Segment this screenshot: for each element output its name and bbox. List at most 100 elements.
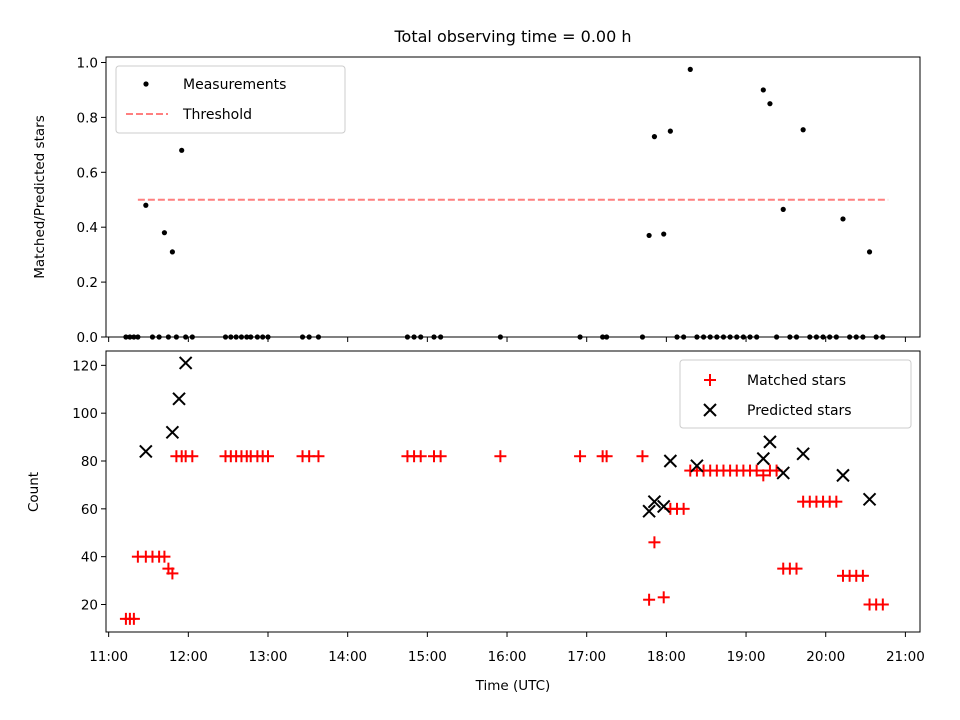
predicted-star-point bbox=[836, 468, 850, 483]
measurement-point bbox=[646, 232, 652, 239]
matched-star-point bbox=[636, 450, 649, 463]
predicted-star-stroke-b bbox=[663, 454, 678, 468]
matched-star-point bbox=[648, 536, 661, 549]
bottom-x-axis-label: Time (UTC) bbox=[475, 678, 551, 694]
bottom-x-axis: 11:00 12:00 13:00 14:00 15:00 16:00 17:00 18:00… bbox=[89, 632, 925, 665]
measurement-point bbox=[143, 202, 149, 208]
predicted-star-point bbox=[642, 504, 656, 518]
bottom-ytick-label: 60 bbox=[81, 502, 98, 518]
predicted-star-point bbox=[756, 451, 771, 466]
measurement-point bbox=[661, 231, 667, 237]
matched-star-point bbox=[127, 612, 140, 625]
predicted-star-stroke-b bbox=[172, 392, 186, 406]
legend-predicted-marker bbox=[703, 403, 717, 417]
chart-title: Total observing time = 0.00 h bbox=[393, 27, 631, 46]
predicted-star-stroke-b bbox=[796, 447, 810, 461]
predicted-star-stroke-b bbox=[178, 356, 193, 370]
top-ytick-label: 0.0 bbox=[77, 330, 98, 346]
predicted-star-stroke-b bbox=[776, 466, 790, 480]
legend-threshold-label: Threshold bbox=[182, 107, 252, 123]
matched-star-point bbox=[414, 450, 427, 463]
bottom-xtick-label: 16:00 bbox=[488, 649, 527, 665]
measurement-point bbox=[800, 127, 806, 133]
bottom-ytick-label: 100 bbox=[72, 406, 98, 422]
predicted-star-stroke-b bbox=[139, 444, 153, 459]
bottom-ytick-label: 120 bbox=[72, 358, 98, 374]
matched-star-point bbox=[574, 450, 587, 463]
matched-star-point bbox=[434, 450, 447, 463]
predicted-star-point bbox=[763, 435, 777, 449]
matched-star-point bbox=[876, 598, 889, 611]
predicted-star-stroke-b bbox=[862, 492, 877, 506]
measurement-point bbox=[651, 134, 658, 140]
matched-star-point bbox=[262, 450, 275, 463]
matched-stars-series bbox=[119, 450, 889, 625]
predicted-star-point bbox=[796, 447, 810, 461]
bottom-xtick-label: 17:00 bbox=[567, 649, 606, 665]
predicted-star-point bbox=[776, 466, 790, 480]
top-legend-box bbox=[115, 65, 346, 134]
legend-matched-marker bbox=[704, 374, 716, 386]
top-x-axis bbox=[108, 337, 906, 342]
matched-star-point bbox=[657, 591, 670, 604]
matched-star-point bbox=[158, 550, 171, 563]
bottom-xtick-label: 20:00 bbox=[806, 649, 845, 665]
bottom-xtick-label: 14:00 bbox=[328, 649, 367, 665]
measurement-point bbox=[866, 249, 873, 255]
matched-star-point bbox=[643, 593, 656, 606]
predicted-star-stroke-b bbox=[763, 435, 777, 449]
predicted-star-stroke-b bbox=[657, 499, 671, 514]
legend-measurements-marker bbox=[143, 81, 149, 87]
top-ytick-label: 0.4 bbox=[77, 220, 98, 236]
bottom-y-axis: 20 40 60 80 100 120 bbox=[72, 358, 106, 613]
measurement-point bbox=[767, 101, 773, 107]
top-legend: Measurements Threshold bbox=[115, 65, 346, 134]
predicted-star-stroke-b bbox=[756, 451, 771, 466]
legend-predicted-label: Predicted stars bbox=[747, 403, 852, 419]
legend-measurements-label: Measurements bbox=[183, 77, 286, 93]
bottom-panel: 20 40 60 80 100 120 11:00 12:00 13:00 14:00 15:00… bbox=[26, 350, 925, 694]
predicted-star-stroke-b bbox=[647, 494, 662, 509]
predicted-star-stroke-b bbox=[165, 425, 180, 440]
bottom-legend-box bbox=[679, 359, 912, 429]
measurement-point bbox=[169, 249, 175, 255]
predicted-stars-series bbox=[139, 356, 877, 518]
measurement-point bbox=[840, 216, 846, 222]
predicted-star-stroke-b bbox=[836, 468, 850, 483]
predicted-star-stroke-b bbox=[690, 459, 704, 473]
matched-star-point bbox=[494, 450, 507, 463]
predicted-star-point bbox=[178, 356, 193, 370]
predicted-star-point bbox=[165, 425, 180, 440]
bottom-xtick-label: 13:00 bbox=[249, 649, 288, 665]
bottom-ytick-label: 80 bbox=[81, 454, 98, 470]
bottom-xtick-label: 11:00 bbox=[89, 649, 128, 665]
matched-star-point bbox=[166, 567, 179, 580]
measurement-point bbox=[161, 230, 168, 236]
bottom-xtick-label: 18:00 bbox=[647, 649, 686, 665]
matched-star-point bbox=[600, 450, 613, 463]
measurement-point bbox=[667, 128, 673, 134]
bottom-xtick-label: 15:00 bbox=[408, 649, 447, 665]
predicted-star-point bbox=[172, 392, 186, 406]
matched-star-point bbox=[856, 569, 869, 582]
top-ytick-label: 0.8 bbox=[77, 110, 98, 126]
bottom-ytick-label: 40 bbox=[81, 550, 98, 566]
matched-star-point bbox=[757, 469, 770, 482]
top-ytick-label: 0.6 bbox=[77, 165, 98, 181]
predicted-star-point bbox=[139, 444, 153, 459]
predicted-star-point bbox=[647, 494, 662, 509]
measurement-point bbox=[179, 147, 185, 153]
top-ytick-label: 0.2 bbox=[77, 275, 98, 291]
bottom-y-axis-label: Count bbox=[26, 472, 42, 512]
predicted-star-point bbox=[690, 459, 704, 473]
top-ytick-label: 1.0 bbox=[77, 55, 98, 71]
predicted-star-point bbox=[862, 492, 877, 506]
measurement-point bbox=[760, 87, 766, 93]
top-panel: 0.0 0.2 0.4 0.6 0.8 1.0 Matched/Predicted sta… bbox=[32, 55, 921, 346]
predicted-star-point bbox=[663, 454, 678, 468]
matched-star-point bbox=[830, 495, 843, 508]
matched-star-point bbox=[186, 450, 199, 463]
bottom-xtick-label: 12:00 bbox=[169, 649, 208, 665]
bottom-ytick-label: 20 bbox=[81, 597, 98, 613]
